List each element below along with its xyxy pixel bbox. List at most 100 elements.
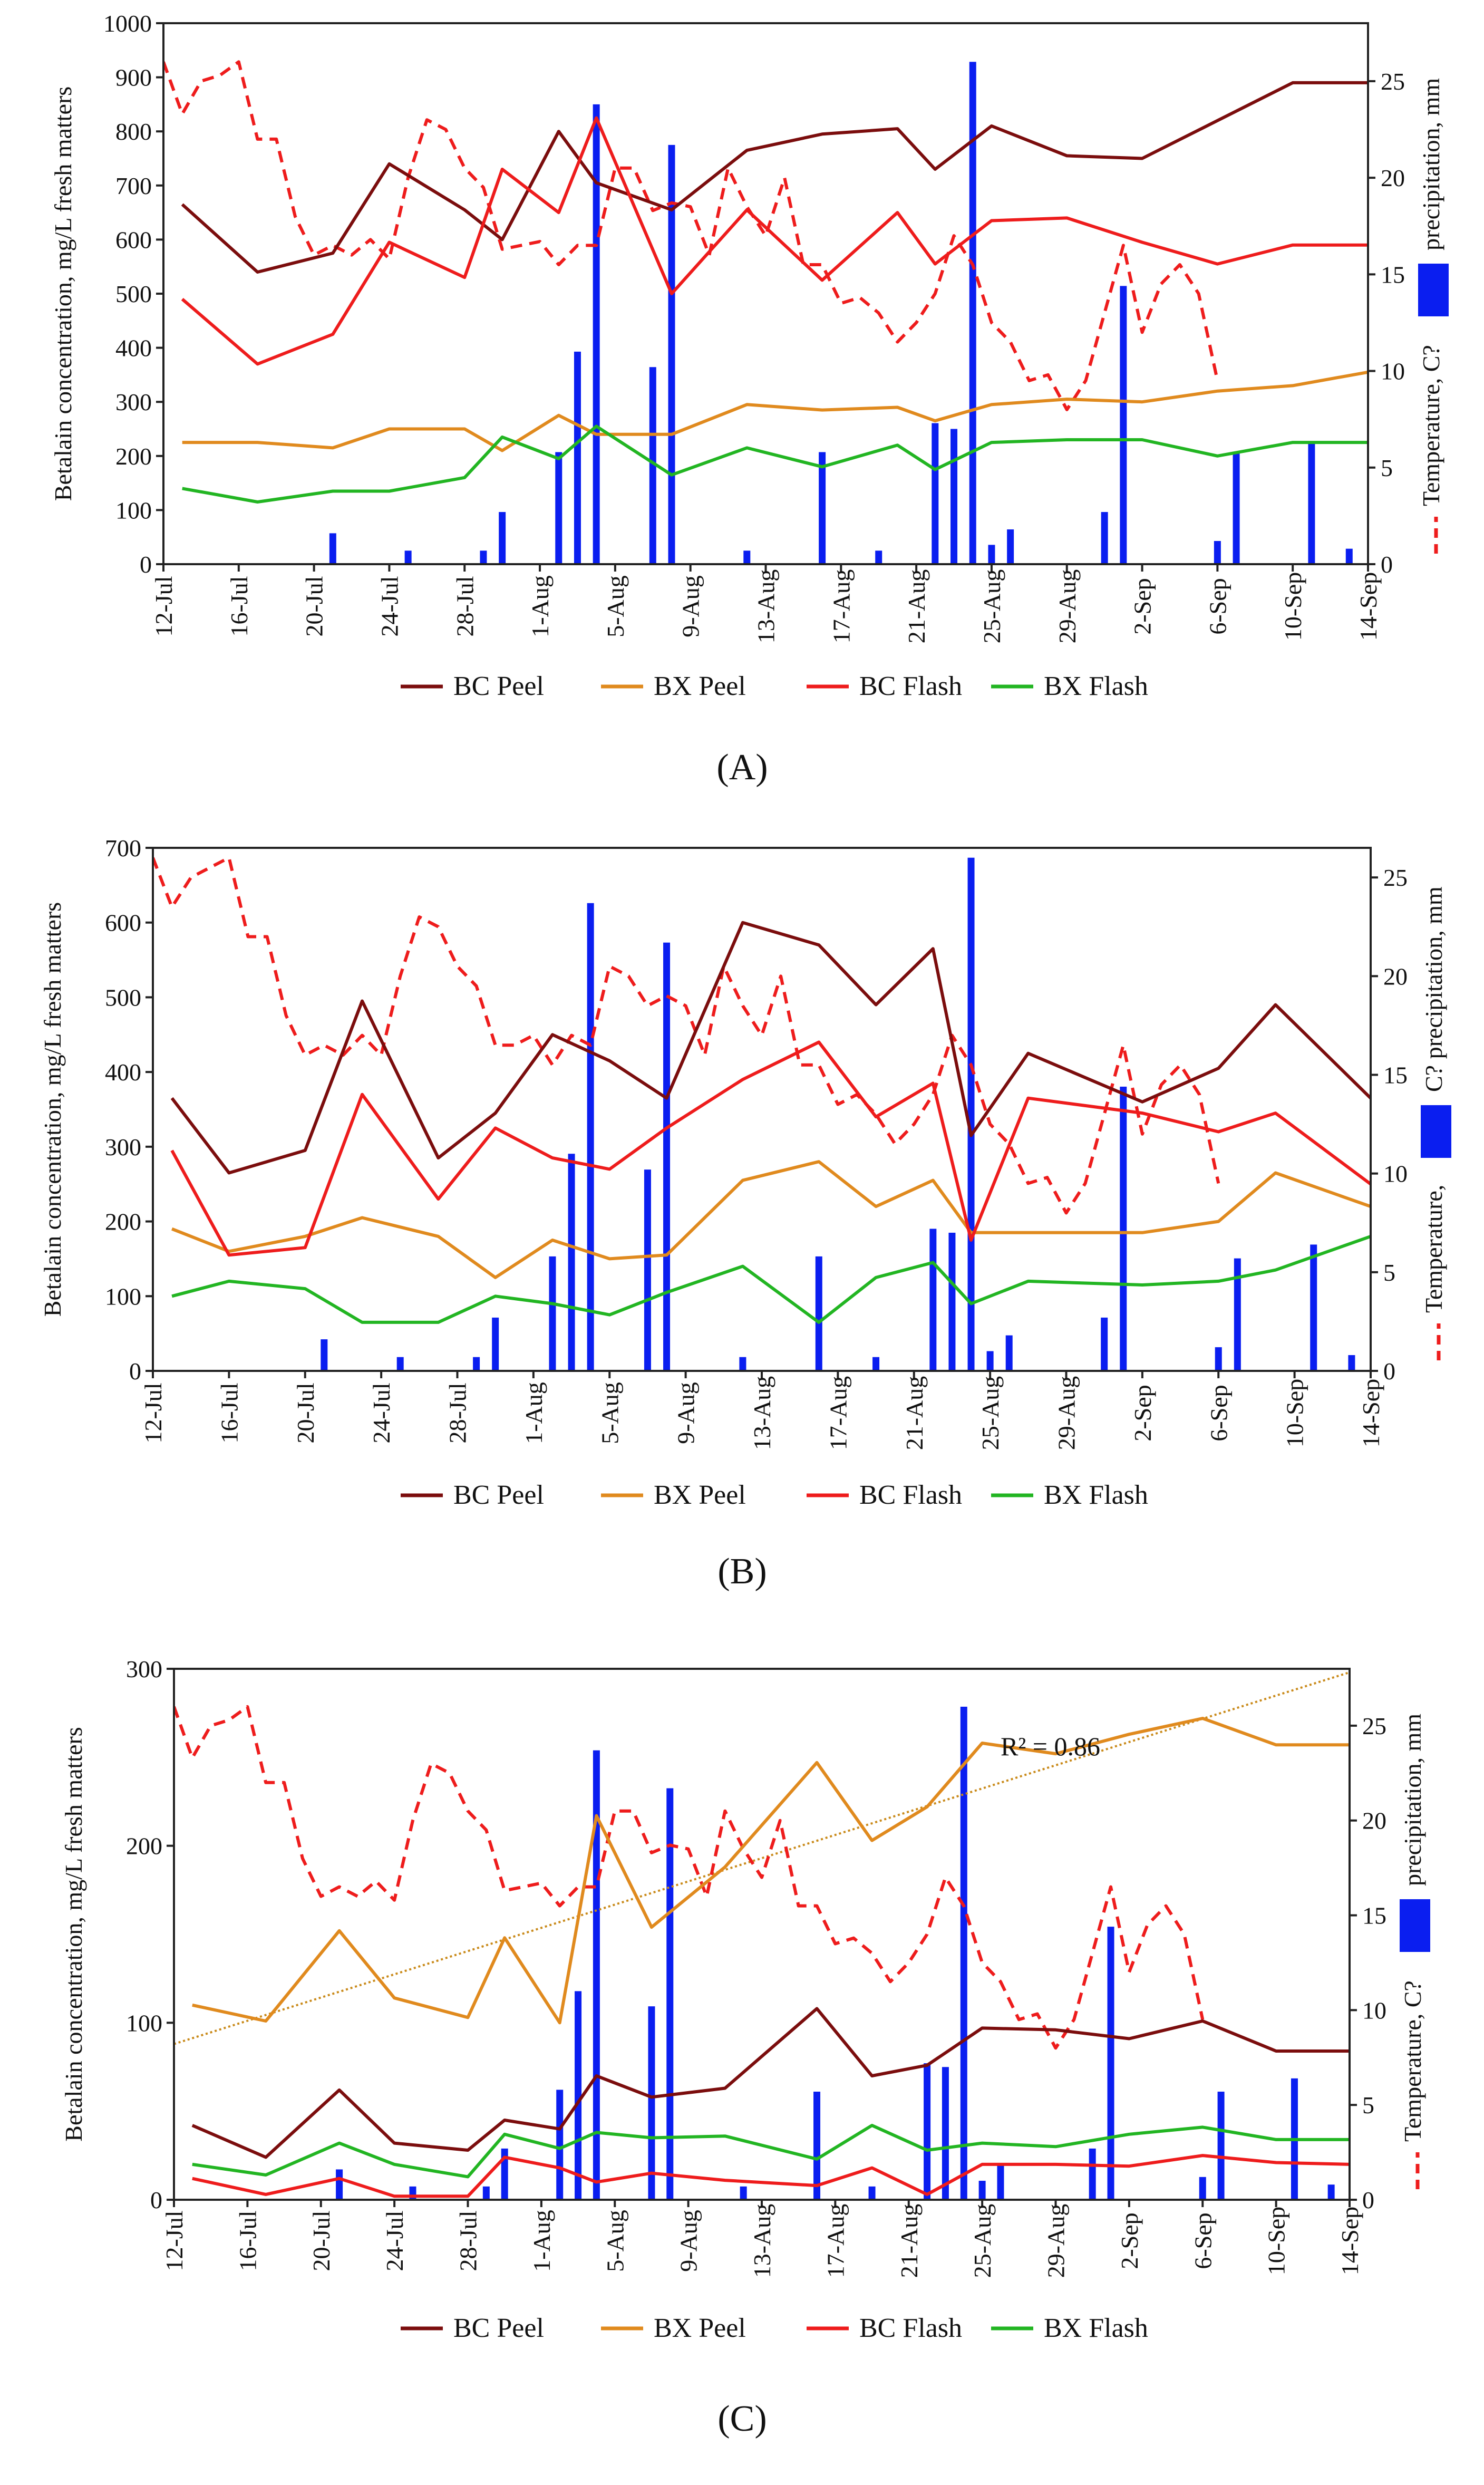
x-tick-label: 1-Aug bbox=[528, 2210, 555, 2272]
legend-precipitation-swatch bbox=[1421, 1105, 1451, 1158]
precipitation-bar bbox=[1217, 2092, 1225, 2200]
precipitation-bar bbox=[329, 533, 336, 564]
panel-label: (B) bbox=[717, 1551, 767, 1592]
precipitation-bar bbox=[404, 550, 412, 564]
y-tick-label: 300 bbox=[105, 1134, 141, 1161]
y-axis-title: Betalain concentration, mg/L fresh matte… bbox=[50, 86, 76, 501]
x-tick-label: 25-Aug bbox=[978, 569, 1005, 644]
y-tick-label: 600 bbox=[105, 910, 141, 936]
series-line-bx-flash bbox=[192, 2124, 1350, 2179]
precipitation-bar bbox=[875, 550, 882, 564]
precipitation-bar bbox=[932, 423, 939, 564]
y-tick-label: 800 bbox=[115, 118, 152, 145]
y2-tick-label: 25 bbox=[1381, 68, 1405, 95]
precipitation-bar bbox=[942, 2067, 949, 2200]
y-tick-label: 100 bbox=[105, 1283, 141, 1310]
precipitation-bar bbox=[924, 2063, 931, 2200]
precipitation-bar bbox=[482, 2186, 490, 2200]
y2-tick-label: 15 bbox=[1383, 1061, 1408, 1088]
precipitation-bar bbox=[1215, 1347, 1222, 1371]
precipitation-bar bbox=[499, 512, 506, 564]
y2-tick-label: 15 bbox=[1381, 261, 1405, 288]
series-line-bc-flash bbox=[192, 2154, 1350, 2198]
y2-tick-label: 20 bbox=[1383, 963, 1408, 990]
y2-tick-label: 5 bbox=[1381, 455, 1393, 481]
x-tick-label: 14-Sep bbox=[1355, 572, 1382, 641]
y2-tick-label: 0 bbox=[1362, 2187, 1374, 2213]
precipitation-bar bbox=[1107, 1927, 1114, 2200]
x-tick-label: 29-Aug bbox=[1053, 1376, 1080, 1451]
series-line-bx-peel bbox=[182, 370, 1368, 452]
y-tick-label: 400 bbox=[115, 335, 152, 362]
x-tick-label: 16-Jul bbox=[226, 576, 253, 637]
x-tick-label: 1-Aug bbox=[527, 575, 554, 637]
series-line-bc-flash bbox=[170, 1040, 1371, 1257]
x-tick-label: 10-Sep bbox=[1263, 2207, 1290, 2275]
precipitation-bar bbox=[960, 1706, 967, 2200]
precipitation-bar bbox=[1089, 2148, 1096, 2200]
precipitation-bar bbox=[644, 1169, 651, 1371]
x-tick-label: 21-Aug bbox=[896, 2204, 923, 2278]
x-tick-label: 9-Aug bbox=[677, 575, 704, 637]
precipitation-bar bbox=[336, 2169, 343, 2200]
precipitation-bar bbox=[739, 1357, 746, 1371]
x-tick-label: 12-Jul bbox=[150, 576, 177, 637]
x-tick-label: 21-Aug bbox=[901, 1376, 928, 1451]
precipitation-bar bbox=[568, 1154, 575, 1371]
plot-frame bbox=[173, 1668, 1351, 2201]
panel-label: (C) bbox=[717, 2399, 767, 2439]
x-tick-label: 2-Sep bbox=[1116, 2212, 1143, 2269]
y-tick-label: 0 bbox=[150, 2187, 162, 2213]
legend-label-bc-peel: BC Peel bbox=[453, 671, 544, 701]
x-tick-label: 25-Aug bbox=[969, 2204, 996, 2278]
precipitation-bar bbox=[1214, 541, 1221, 564]
y2-axis-title-precipitation: precipitation, mm bbox=[1399, 1714, 1426, 1886]
precipitation-bar bbox=[492, 1317, 499, 1371]
x-tick-label: 28-Jul bbox=[455, 2211, 482, 2271]
y-tick-label: 400 bbox=[105, 1059, 141, 1086]
x-tick-label: 2-Sep bbox=[1129, 578, 1156, 634]
y-tick-label: 500 bbox=[105, 984, 141, 1011]
x-tick-label: 24-Jul bbox=[381, 2211, 408, 2271]
x-tick-label: 16-Jul bbox=[216, 1383, 243, 1444]
x-tick-label: 10-Sep bbox=[1282, 1379, 1308, 1447]
plot-frame bbox=[152, 847, 1372, 1372]
precipitation-bar bbox=[666, 1788, 674, 2200]
y-tick-label: 300 bbox=[126, 1656, 162, 1683]
precipitation-bar bbox=[321, 1339, 328, 1371]
y-axis-title: Betalain concentration, mg/L fresh matte… bbox=[60, 1727, 87, 2141]
series-line-bx-flash bbox=[171, 1235, 1371, 1324]
x-tick-label: 10-Sep bbox=[1279, 572, 1306, 641]
precipitation-bar bbox=[948, 1232, 956, 1371]
r-squared-annotation: R² = 0.86 bbox=[1001, 1732, 1100, 1761]
precipitation-bar bbox=[473, 1357, 480, 1371]
precipitation-bar bbox=[988, 545, 995, 564]
precipitation-bar bbox=[1199, 2177, 1206, 2200]
chart-panel-a: 0 100 200 300 400 500 600 700 800 900 1000 0 5 10 15 20… bbox=[0, 0, 1484, 823]
y-tick-label: 300 bbox=[115, 389, 152, 415]
precipitation-bar bbox=[1327, 2184, 1335, 2200]
chart-a-svg: 0 100 200 300 400 500 600 700 800 900 1000 0 5 10 15 20… bbox=[50, 10, 1449, 788]
plot-frame bbox=[162, 22, 1369, 565]
x-tick-label: 6-Sep bbox=[1205, 1385, 1232, 1441]
precipitation-bar bbox=[1007, 529, 1014, 564]
y2-tick-label: 10 bbox=[1362, 1997, 1386, 2024]
temperature-line bbox=[153, 856, 1220, 1215]
x-tick-label: 17-Aug bbox=[828, 569, 855, 644]
y2-tick-label: 5 bbox=[1383, 1259, 1395, 1286]
series-line-bc-peel bbox=[181, 81, 1368, 274]
series-line-bc-peel bbox=[191, 2007, 1350, 2159]
precipitation-bar bbox=[1005, 1335, 1013, 1371]
legend-label-bc-peel: BC Peel bbox=[453, 1480, 544, 1510]
y-axis-title: Betalain concentration, mg/L fresh matte… bbox=[39, 902, 66, 1317]
precipitation-bar bbox=[819, 452, 826, 564]
y2-axis-title-temperature: Temperature, bbox=[1420, 1185, 1447, 1313]
x-tick-label: 20-Jul bbox=[301, 576, 328, 637]
legend-label-bx-peel: BX Peel bbox=[654, 2313, 746, 2343]
precipitation-bar bbox=[978, 2181, 986, 2200]
precipitation-bar bbox=[1120, 1086, 1127, 1371]
x-tick-label: 13-Aug bbox=[753, 569, 780, 644]
x-tick-label: 25-Aug bbox=[977, 1376, 1004, 1451]
legend-label-bx-peel: BX Peel bbox=[654, 1480, 746, 1510]
precipitation-bar bbox=[593, 1750, 600, 2200]
